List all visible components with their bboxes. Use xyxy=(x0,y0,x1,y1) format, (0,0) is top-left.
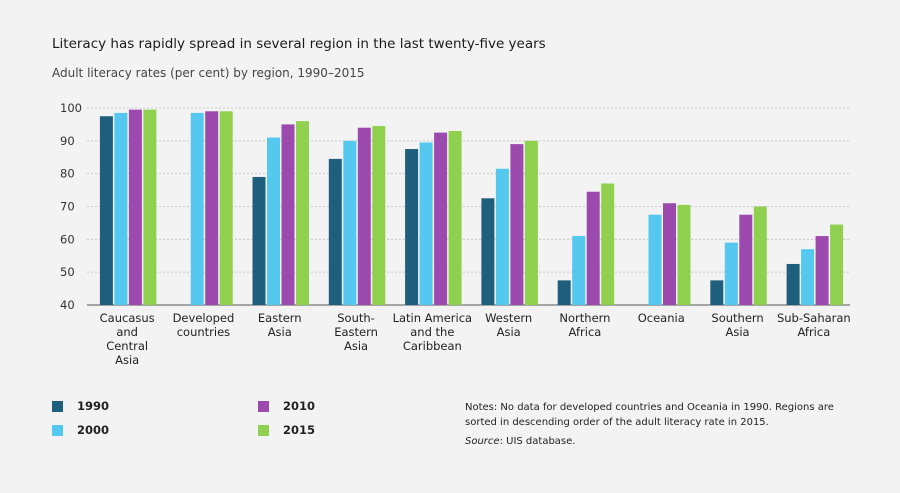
x-category-label-1-0: Developed xyxy=(173,311,235,325)
legend-label-2000: 2000 xyxy=(77,423,110,437)
bar-2000-7 xyxy=(648,214,662,305)
bar-2010-5 xyxy=(510,144,524,305)
x-category-label-3-2: Asia xyxy=(344,339,368,353)
bar-2000-2 xyxy=(267,137,280,305)
legend-label-2010: 2010 xyxy=(283,399,316,413)
bar-1990-3 xyxy=(328,158,342,305)
bar-2010-9 xyxy=(815,236,829,305)
legend-label-1990: 1990 xyxy=(77,399,110,413)
x-category-label-0-2: Central xyxy=(106,339,148,353)
legend-item-2010: 2010 xyxy=(258,399,315,413)
x-category-label-7-0: Oceania xyxy=(638,311,685,325)
y-tick-label-70: 70 xyxy=(60,200,75,214)
bar-2015-5 xyxy=(524,140,538,305)
bar-2000-5 xyxy=(495,168,509,305)
bar-2015-2 xyxy=(296,121,309,305)
x-category-label-6-0: Northern xyxy=(559,311,610,325)
legend-swatch-2015 xyxy=(258,424,269,436)
bar-2010-6 xyxy=(586,191,600,305)
bar-2010-4 xyxy=(434,132,448,305)
x-category-label-5-0: Western xyxy=(485,311,532,325)
legend-label-2015: 2015 xyxy=(283,423,316,437)
bar-2000-4 xyxy=(419,142,433,305)
y-tick-label-40: 40 xyxy=(60,298,75,312)
x-category-label-4-0: Latin America xyxy=(393,311,473,325)
legend-swatch-2000 xyxy=(52,424,63,436)
legend-item-2000: 2000 xyxy=(52,423,109,437)
bar-2010-0 xyxy=(128,109,142,306)
chart-title: Literacy has rapidly spread in several r… xyxy=(52,36,546,52)
x-category-label-0-3: Asia xyxy=(115,353,139,367)
y-tick-label-80: 80 xyxy=(60,167,75,181)
legend-item-2015: 2015 xyxy=(258,423,315,437)
bar-1990-8 xyxy=(710,280,724,305)
x-category-label-9-0: Sub-Saharan xyxy=(777,311,851,325)
legend-swatch-2010 xyxy=(258,400,269,412)
source-label: Source xyxy=(465,436,500,447)
x-category-label-1-1: countries xyxy=(177,325,230,339)
bar-2000-0 xyxy=(114,112,128,305)
legend-item-1990: 1990 xyxy=(52,399,109,413)
x-category-label-4-2: Caribbean xyxy=(403,339,462,353)
bar-2000-1 xyxy=(190,112,204,305)
y-tick-label-50: 50 xyxy=(60,265,75,279)
notes-text: Notes: No data for developed countries a… xyxy=(465,402,834,428)
x-category-label-2-0: Eastern xyxy=(258,311,302,325)
bar-2015-9 xyxy=(830,224,844,305)
bar-2015-7 xyxy=(677,204,691,305)
bar-1990-0 xyxy=(99,116,113,305)
x-category-label-8-0: Southern xyxy=(711,311,763,325)
bar-2015-3 xyxy=(372,126,386,305)
y-tick-label-100: 100 xyxy=(60,101,82,115)
x-category-label-3-1: Eastern xyxy=(334,325,378,339)
bar-1990-2 xyxy=(252,176,266,305)
x-category-label-8-1: Asia xyxy=(725,325,749,339)
chart-subtitle: Adult literacy rates (per cent) by regio… xyxy=(52,66,365,80)
x-category-label-6-1: Africa xyxy=(569,325,602,339)
bar-2010-1 xyxy=(205,111,219,306)
bar-2015-1 xyxy=(219,111,233,306)
x-category-label-0-1: and xyxy=(116,325,138,339)
legend-swatch-1990 xyxy=(52,400,63,412)
x-category-label-4-1: and the xyxy=(410,325,454,339)
bar-2015-6 xyxy=(601,183,615,305)
bar-1990-4 xyxy=(405,149,419,305)
y-tick-label-90: 90 xyxy=(60,134,75,148)
x-category-label-0-0: Caucasus xyxy=(100,311,155,325)
x-category-label-2-1: Asia xyxy=(268,325,292,339)
bar-2010-2 xyxy=(281,124,295,306)
bar-2000-8 xyxy=(724,242,738,305)
bar-1990-6 xyxy=(557,280,571,305)
x-category-label-3-0: South- xyxy=(337,311,375,325)
bar-1990-5 xyxy=(481,198,495,305)
bar-1990-9 xyxy=(786,263,800,305)
bar-2010-3 xyxy=(357,127,371,305)
x-category-label-9-1: Africa xyxy=(797,325,830,339)
chart-notes: Notes: No data for developed countries a… xyxy=(465,400,855,449)
bar-2010-8 xyxy=(739,214,753,305)
source-line: Source: UIS database. xyxy=(465,434,855,449)
bar-2010-7 xyxy=(663,203,676,305)
source-text: : UIS database. xyxy=(499,436,576,447)
bar-2000-3 xyxy=(343,140,357,305)
bar-2015-4 xyxy=(448,130,462,305)
bar-2015-0 xyxy=(143,109,157,306)
y-tick-label-60: 60 xyxy=(60,232,75,246)
bar-2000-9 xyxy=(801,249,815,305)
bar-2015-8 xyxy=(753,206,767,305)
x-category-label-5-1: Asia xyxy=(497,325,521,339)
bar-2000-6 xyxy=(572,236,586,305)
